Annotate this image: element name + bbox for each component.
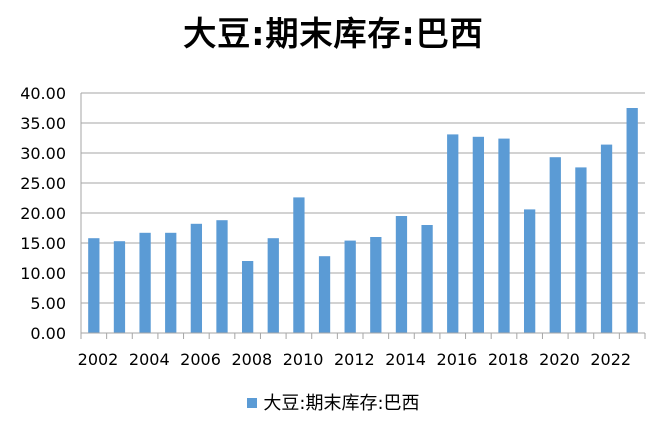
x-tick-label: 2012 xyxy=(334,350,375,369)
bar xyxy=(113,241,126,333)
y-tick-label: 0.00 xyxy=(30,324,66,343)
y-tick-label: 10.00 xyxy=(20,264,66,283)
bar xyxy=(395,216,408,333)
x-tick-label: 2020 xyxy=(539,350,580,369)
x-tick-label: 2006 xyxy=(180,350,221,369)
x-tick-label: 2016 xyxy=(437,350,478,369)
x-tick-label: 2014 xyxy=(385,350,426,369)
bar xyxy=(549,157,561,333)
x-tick-label: 2008 xyxy=(231,350,272,369)
axes xyxy=(80,93,646,339)
y-tick-label: 25.00 xyxy=(20,174,66,193)
y-tick-label: 20.00 xyxy=(20,204,66,223)
x-tick-label: 2004 xyxy=(129,350,170,369)
y-tick-label: 40.00 xyxy=(20,84,66,103)
bar xyxy=(421,225,433,333)
y-tick-label: 5.00 xyxy=(30,294,66,313)
bar xyxy=(190,223,203,333)
x-tick-label: 2018 xyxy=(488,350,529,369)
legend-swatch xyxy=(247,398,258,408)
bar xyxy=(344,240,356,333)
bar-series xyxy=(88,108,638,333)
bar xyxy=(139,232,151,333)
legend-label: 大豆:期末库存:巴西 xyxy=(263,393,420,414)
bar xyxy=(370,237,382,333)
x-tick-label: 2010 xyxy=(283,350,324,369)
bar xyxy=(626,108,638,333)
bar xyxy=(293,197,305,333)
bar xyxy=(267,238,279,333)
legend: 大豆:期末库存:巴西 xyxy=(0,392,667,416)
y-tick-label: 15.00 xyxy=(20,234,66,253)
bar xyxy=(241,261,254,333)
bar xyxy=(88,238,100,333)
bar xyxy=(600,144,613,333)
bar xyxy=(216,220,228,333)
bar xyxy=(165,232,177,333)
x-tick-label: 2002 xyxy=(78,350,119,369)
x-tick-label: 2022 xyxy=(590,350,631,369)
bar xyxy=(498,138,510,333)
y-tick-label: 30.00 xyxy=(20,144,66,163)
bar xyxy=(575,167,587,333)
chart-title: 大豆:期末库存:巴西 xyxy=(183,14,484,53)
bar xyxy=(447,134,459,333)
bar xyxy=(523,209,536,333)
x-axis-tick-labels: 2002 2004 2006 2008 2010 2012 2014 2016 2018 2020… xyxy=(78,350,631,369)
y-tick-label: 35.00 xyxy=(20,114,66,133)
bar xyxy=(318,256,331,333)
bar xyxy=(472,136,485,333)
y-axis-tick-labels: 0.00 5.00 10.00 15.00 20.00 25.00 30.00 35.00 40… xyxy=(20,84,66,343)
